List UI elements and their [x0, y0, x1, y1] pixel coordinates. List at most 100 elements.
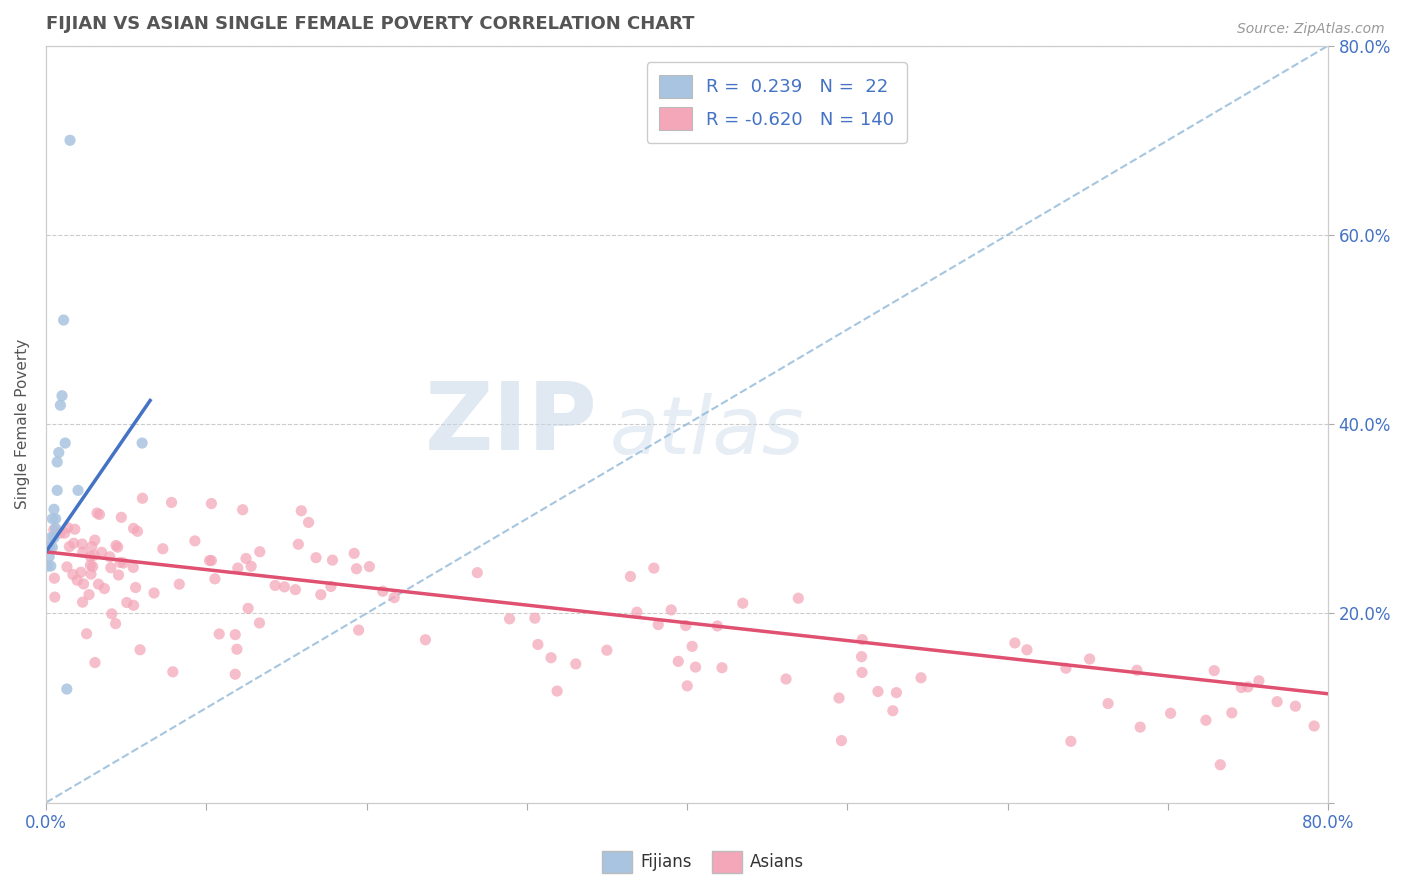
Point	[866, 684, 889, 698]
Point	[112, 556, 135, 570]
Y-axis label: Single Female Poverty: Single Female Poverty	[15, 339, 30, 509]
Point	[224, 627, 246, 641]
Point	[66, 573, 89, 587]
Point	[527, 637, 550, 651]
Point	[415, 632, 437, 647]
Point	[100, 561, 122, 575]
Point	[39, 559, 62, 574]
Point	[1265, 695, 1288, 709]
Point	[49, 398, 72, 412]
Point	[910, 671, 932, 685]
Point	[80, 540, 103, 554]
Point	[1247, 673, 1270, 688]
Point	[44, 590, 66, 604]
Point	[38, 549, 60, 564]
Point	[39, 531, 62, 545]
Point	[72, 577, 94, 591]
Point	[107, 540, 129, 554]
Point	[1097, 697, 1119, 711]
Point	[52, 313, 75, 327]
Point	[1160, 706, 1182, 721]
Point	[675, 618, 697, 632]
Point	[127, 524, 149, 539]
Point	[240, 559, 263, 574]
Point	[143, 586, 166, 600]
Point	[643, 561, 665, 575]
Point	[42, 502, 65, 516]
Point	[77, 588, 100, 602]
Point	[45, 521, 67, 535]
Point	[56, 521, 79, 535]
Text: Source: ZipAtlas.com: Source: ZipAtlas.com	[1237, 22, 1385, 37]
Point	[53, 526, 76, 541]
Point	[346, 562, 368, 576]
Point	[465, 566, 488, 580]
Point	[62, 567, 84, 582]
Point	[104, 616, 127, 631]
Point	[70, 566, 93, 580]
Point	[38, 540, 60, 554]
Point	[685, 660, 707, 674]
Point	[498, 612, 520, 626]
Text: FIJIAN VS ASIAN SINGLE FEMALE POVERTY CORRELATION CHART: FIJIAN VS ASIAN SINGLE FEMALE POVERTY CO…	[46, 15, 695, 33]
Point	[226, 561, 249, 575]
Point	[236, 601, 259, 615]
Point	[828, 691, 851, 706]
Point	[309, 588, 332, 602]
Text: ZIP: ZIP	[425, 378, 598, 470]
Point	[851, 649, 873, 664]
Point	[359, 559, 381, 574]
Point	[122, 560, 145, 574]
Point	[45, 512, 67, 526]
Point	[596, 643, 619, 657]
Point	[72, 595, 94, 609]
Point	[63, 522, 86, 536]
Point	[319, 579, 342, 593]
Point	[321, 553, 343, 567]
Point	[110, 510, 132, 524]
Point	[676, 679, 699, 693]
Point	[162, 665, 184, 679]
Point	[371, 584, 394, 599]
Point	[1129, 720, 1152, 734]
Point	[1237, 680, 1260, 694]
Legend: Fijians, Asians: Fijians, Asians	[595, 845, 811, 880]
Point	[66, 483, 89, 498]
Point	[76, 626, 98, 640]
Point	[546, 684, 568, 698]
Point	[89, 508, 111, 522]
Point	[110, 556, 132, 570]
Point	[86, 506, 108, 520]
Point	[235, 551, 257, 566]
Point	[540, 650, 562, 665]
Point	[1004, 636, 1026, 650]
Point	[184, 533, 207, 548]
Point	[1195, 713, 1218, 727]
Point	[62, 536, 84, 550]
Point	[131, 491, 153, 506]
Point	[297, 516, 319, 530]
Point	[124, 581, 146, 595]
Text: atlas: atlas	[610, 392, 804, 471]
Point	[565, 657, 588, 671]
Point	[49, 526, 72, 541]
Point	[90, 545, 112, 559]
Point	[37, 559, 59, 574]
Point	[204, 572, 226, 586]
Point	[42, 531, 65, 545]
Point	[1015, 642, 1038, 657]
Point	[706, 619, 728, 633]
Point	[224, 667, 246, 681]
Point	[273, 580, 295, 594]
Point	[347, 623, 370, 637]
Point	[1054, 661, 1077, 675]
Point	[131, 436, 153, 450]
Point	[39, 541, 62, 555]
Point	[51, 389, 73, 403]
Point	[1126, 663, 1149, 677]
Point	[382, 591, 405, 605]
Point	[79, 549, 101, 564]
Point	[107, 568, 129, 582]
Point	[160, 495, 183, 509]
Point	[59, 133, 82, 147]
